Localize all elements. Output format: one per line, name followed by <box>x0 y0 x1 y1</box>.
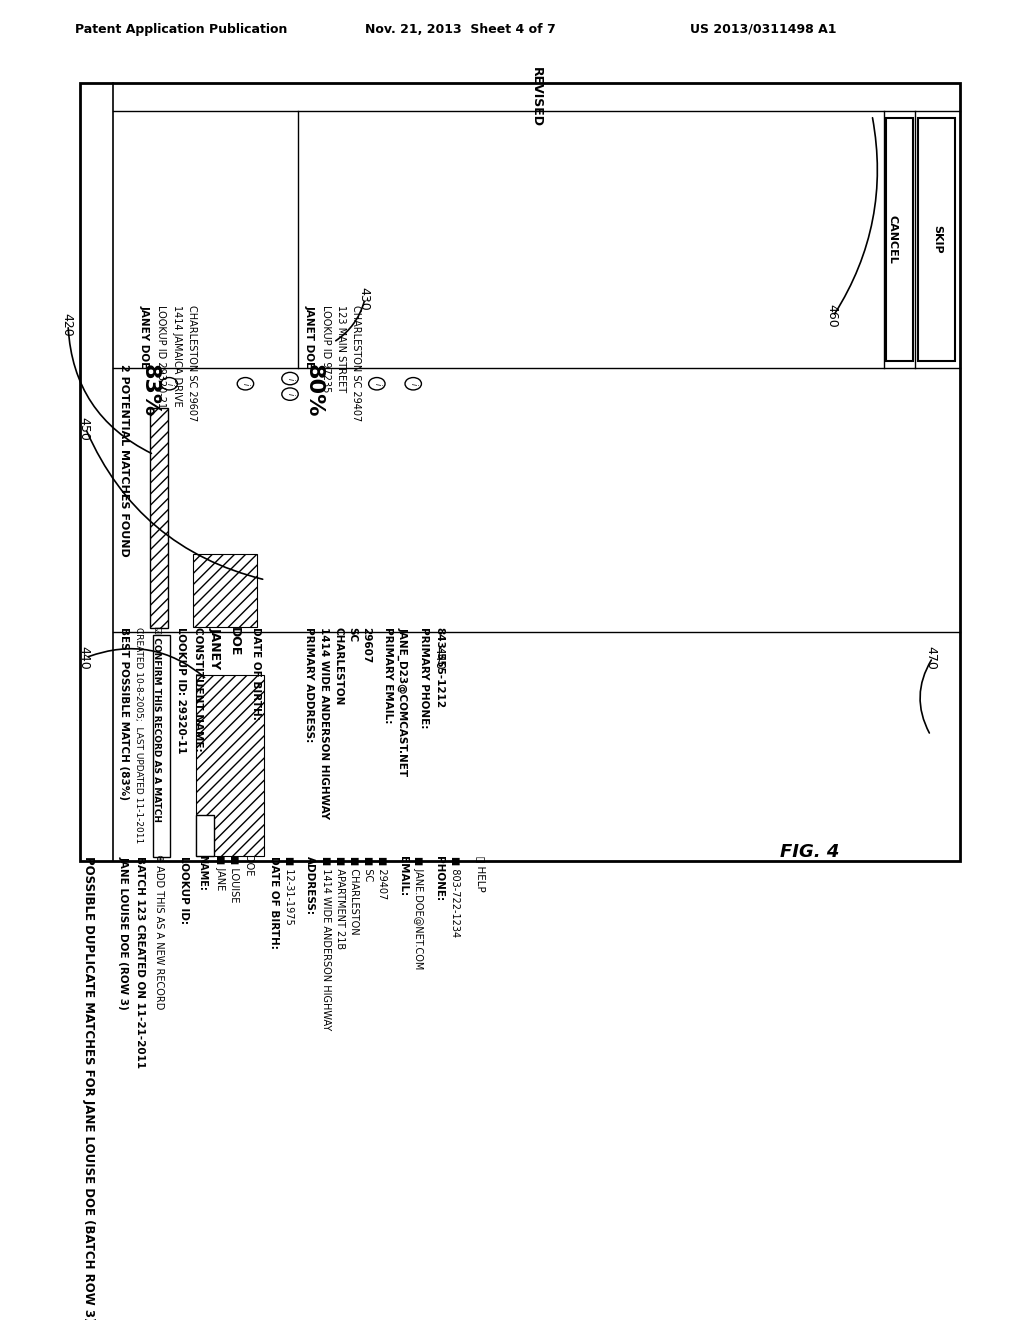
Text: PHONE:: PHONE: <box>434 857 444 902</box>
Text: 1414 WIDE ANDERSON HIGHWAY: 1414 WIDE ANDERSON HIGHWAY <box>319 627 330 820</box>
Text: i: i <box>373 383 381 385</box>
Text: US 2013/0311498 A1: US 2013/0311498 A1 <box>690 22 837 36</box>
Polygon shape <box>151 408 168 628</box>
Text: ■ JANE.DOE@NET.COM: ■ JANE.DOE@NET.COM <box>414 857 423 970</box>
Polygon shape <box>886 117 913 362</box>
Text: Patent Application Publication: Patent Application Publication <box>75 22 288 36</box>
Text: i: i <box>409 383 418 385</box>
Polygon shape <box>153 635 170 857</box>
Text: i: i <box>286 393 295 395</box>
Text: DOE: DOE <box>243 854 253 876</box>
Text: LOOKUP ID 97235: LOOKUP ID 97235 <box>321 305 331 392</box>
Text: 450: 450 <box>78 417 91 441</box>
Text: JANET DOE: JANET DOE <box>304 305 314 368</box>
Polygon shape <box>193 554 257 627</box>
Text: JANE_D23@COMCAST.NET: JANE_D23@COMCAST.NET <box>398 627 409 776</box>
Text: i: i <box>165 383 174 385</box>
Text: CHARLESTON SC 29407: CHARLESTON SC 29407 <box>351 305 361 421</box>
Text: NAME:: NAME: <box>198 854 207 891</box>
Text: 440: 440 <box>432 645 445 669</box>
Text: ■ JANE: ■ JANE <box>215 854 225 890</box>
Text: ■ 12-31-1975: ■ 12-31-1975 <box>284 857 294 925</box>
Text: ADDRESS:: ADDRESS: <box>305 857 315 915</box>
Text: CONSTITUENT NAME:: CONSTITUENT NAME: <box>193 627 203 752</box>
Text: LOOKUP ID 29320-21: LOOKUP ID 29320-21 <box>157 305 166 408</box>
Text: PRIMARY EMAIL:: PRIMARY EMAIL: <box>383 627 393 723</box>
Text: REVISED: REVISED <box>530 67 543 127</box>
Text: SKIP: SKIP <box>933 226 943 253</box>
Polygon shape <box>918 117 955 362</box>
Text: Nov. 21, 2013  Sheet 4 of 7: Nov. 21, 2013 Sheet 4 of 7 <box>365 22 556 36</box>
Text: 470: 470 <box>925 645 938 669</box>
Polygon shape <box>197 675 264 857</box>
Text: ■ LOUISE: ■ LOUISE <box>229 854 239 902</box>
Text: FIG. 4: FIG. 4 <box>780 842 840 861</box>
Text: EMAIL:: EMAIL: <box>398 857 408 896</box>
Text: ⓘ HELP: ⓘ HELP <box>475 857 485 892</box>
Text: 420: 420 <box>60 313 73 337</box>
Text: 83%: 83% <box>140 364 160 417</box>
Polygon shape <box>80 83 961 861</box>
Text: BATCH 123 CREATED ON 11-21-2011: BATCH 123 CREATED ON 11-21-2011 <box>135 857 145 1068</box>
Text: BEST POSSIBLE MATCH (83%): BEST POSSIBLE MATCH (83%) <box>119 627 129 800</box>
Text: i: i <box>241 383 250 385</box>
Text: LOOKUP ID:: LOOKUP ID: <box>178 857 188 924</box>
Text: CHARLESTON: CHARLESTON <box>334 627 343 706</box>
Text: SC: SC <box>347 627 357 643</box>
Text: 430: 430 <box>357 288 370 312</box>
Text: DATE OF BIRTH:: DATE OF BIRTH: <box>269 857 279 949</box>
Text: 440: 440 <box>78 645 91 669</box>
Text: JANEY: JANEY <box>209 627 222 669</box>
Text: 843-555-1212: 843-555-1212 <box>434 627 444 709</box>
Text: CHARLESTON SC 29607: CHARLESTON SC 29607 <box>186 305 197 421</box>
Polygon shape <box>197 814 214 857</box>
Text: CREATED 10-8-2005;  LAST UPDATED 11-1-2011: CREATED 10-8-2005; LAST UPDATED 11-1-201… <box>134 627 143 843</box>
Text: JANE LOUISE DOE (ROW 3): JANE LOUISE DOE (ROW 3) <box>119 857 129 1010</box>
Text: POSSIBLE DUPLICATE MATCHES FOR JANE LOUISE DOE (BATCH ROW 3): POSSIBLE DUPLICATE MATCHES FOR JANE LOUI… <box>82 857 95 1320</box>
Text: 460: 460 <box>825 305 838 329</box>
Text: JANEY DOE: JANEY DOE <box>140 305 150 368</box>
Text: LOOKUP ID: 29320-11: LOOKUP ID: 29320-11 <box>176 627 186 754</box>
Text: i: i <box>286 378 295 380</box>
Text: 80%: 80% <box>304 364 325 417</box>
Text: PRIMARY ADDRESS:: PRIMARY ADDRESS: <box>304 627 314 743</box>
Text: 2 POTENTIAL MATCHES FOUND: 2 POTENTIAL MATCHES FOUND <box>119 364 129 557</box>
Text: 29607: 29607 <box>361 627 372 664</box>
Text: DATE OF BIRTH:: DATE OF BIRTH: <box>251 627 261 721</box>
Text: ⊕ ADD THIS AS A NEW RECORD: ⊕ ADD THIS AS A NEW RECORD <box>154 854 164 1010</box>
Text: DOE: DOE <box>227 627 241 657</box>
Text: ■ SC: ■ SC <box>362 857 373 882</box>
Text: ■ 29407: ■ 29407 <box>377 857 387 900</box>
Text: CANCEL: CANCEL <box>888 215 897 264</box>
Text: 1414 JAMAICA DRIVE: 1414 JAMAICA DRIVE <box>171 305 181 407</box>
Text: ■ 803-722-1234: ■ 803-722-1234 <box>450 857 460 937</box>
Text: PRIMARY PHONE:: PRIMARY PHONE: <box>419 627 429 729</box>
Text: ■ APARTMENT 21B: ■ APARTMENT 21B <box>335 857 345 949</box>
Text: ☑ CONFIRM THIS RECORD AS A MATCH: ☑ CONFIRM THIS RECORD AS A MATCH <box>152 626 161 821</box>
Text: 123 MAIN STREET: 123 MAIN STREET <box>336 305 346 392</box>
Text: ■ 1414 WIDE ANDERSON HIGHWAY: ■ 1414 WIDE ANDERSON HIGHWAY <box>321 857 331 1031</box>
Text: ■ CHARLESTON: ■ CHARLESTON <box>349 857 358 935</box>
